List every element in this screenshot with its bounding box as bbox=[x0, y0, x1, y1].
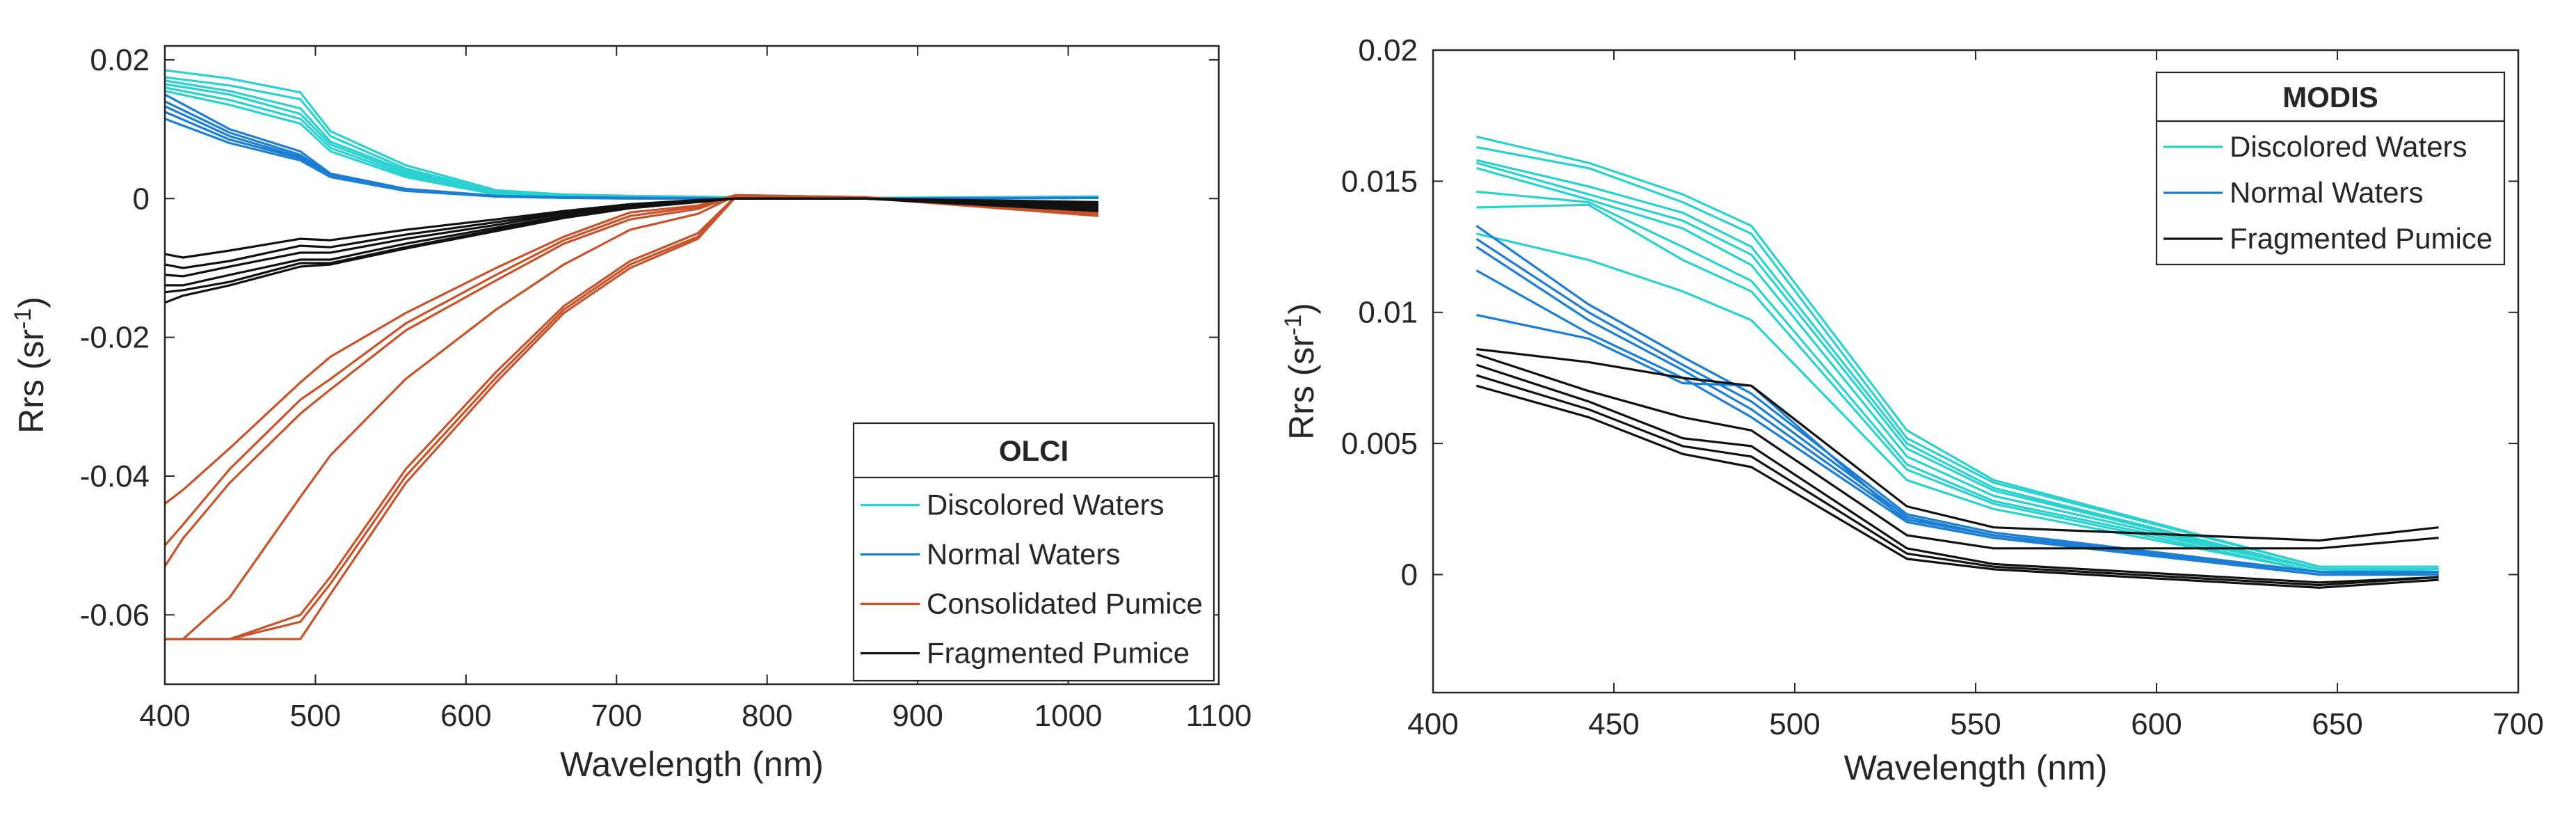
y-axis-label-sup: -1 bbox=[1280, 315, 1306, 335]
series-line-fragmented-pumice bbox=[1475, 353, 2439, 550]
y-tick-label: 0 bbox=[133, 182, 150, 216]
series-line-normal-waters bbox=[1476, 313, 2439, 576]
series-line-fragmented-pumice bbox=[1476, 347, 2439, 542]
series-line-fragmented-pumice bbox=[1475, 384, 2439, 589]
y-axis-label-close: ) bbox=[1282, 303, 1321, 315]
y-tick-label: 0 bbox=[1401, 558, 1418, 592]
series-line-fragmented-pumice bbox=[1475, 363, 2439, 584]
y-axis-label-main: Rrs (sr bbox=[1282, 335, 1321, 440]
x-tick-label: 600 bbox=[2131, 707, 2182, 741]
x-tick-label: 500 bbox=[1769, 707, 1820, 741]
y-tick-label: 0.02 bbox=[90, 43, 150, 77]
chart-panel-modis: 400 450 500 550 600 650 700 0.02 0.015 0.01 0.005 0… bbox=[1280, 33, 2544, 787]
y-axis-label: Rrs (sr-1) bbox=[10, 297, 51, 434]
y-axis-label-main: Rrs (sr bbox=[12, 329, 51, 434]
legend-label-consolidated-pumice: Consolidated Pumice bbox=[927, 587, 1203, 620]
x-tick-label: 450 bbox=[1588, 707, 1639, 741]
x-tick-label: 650 bbox=[2312, 707, 2362, 741]
x-tick-label: 550 bbox=[1950, 707, 2001, 741]
chart-panel-olci: 400 500 600 700 800 900 1000 1100 0.02 0 -0.02 -0.0… bbox=[10, 43, 1251, 784]
x-tick-label: 1100 bbox=[1186, 699, 1252, 733]
legend-label-normal-waters: Normal Waters bbox=[927, 538, 1120, 571]
legend-label-discolored-waters: Discolored Waters bbox=[927, 489, 1165, 521]
x-tick-label: 700 bbox=[591, 699, 642, 733]
axes-box bbox=[163, 45, 1220, 686]
legend-label-fragmented-pumice: Fragmented Pumice bbox=[927, 637, 1190, 670]
x-axis-label: Wavelength (nm) bbox=[560, 745, 824, 784]
x-tick-label: 500 bbox=[290, 699, 341, 733]
x-tick-label: 1000 bbox=[1034, 699, 1103, 733]
legend-title: OLCI bbox=[999, 434, 1069, 467]
x-tick-label: 800 bbox=[742, 699, 792, 733]
series-line-consolidated-pumice bbox=[165, 196, 1098, 640]
legend-box bbox=[852, 422, 1215, 682]
legend: MODIS Discolored Waters Normal Waters Fragm… bbox=[2155, 71, 2506, 266]
legend-box bbox=[2155, 71, 2506, 266]
y-tick-label: 0.005 bbox=[1341, 427, 1418, 461]
series-line-discolored-waters bbox=[1476, 190, 2439, 574]
legend-label-discolored-waters: Discolored Waters bbox=[2230, 130, 2467, 163]
series-line-fragmented-pumice bbox=[1475, 374, 2439, 587]
x-tick-label: 700 bbox=[2493, 707, 2543, 741]
y-tick-label: 0.01 bbox=[1358, 296, 1418, 330]
legend-title: MODIS bbox=[2282, 81, 2378, 113]
y-tick-label: 0.015 bbox=[1341, 164, 1418, 198]
y-axis-label-close: ) bbox=[12, 297, 51, 308]
y-tick-label: -0.02 bbox=[80, 321, 150, 355]
x-tick-label: 400 bbox=[1407, 707, 1458, 741]
series-line-normal-waters bbox=[1475, 237, 2439, 576]
y-tick-label: -0.04 bbox=[80, 459, 150, 494]
series-group bbox=[165, 69, 1099, 640]
legend: OLCI Discolored Waters Normal Waters Consol… bbox=[852, 422, 1215, 682]
x-tick-label: 400 bbox=[139, 699, 190, 733]
x-tick-label: 900 bbox=[892, 699, 943, 733]
y-axis-label-sup: -1 bbox=[10, 308, 36, 329]
x-axis-label: Wavelength (nm) bbox=[1844, 748, 2108, 787]
y-axis-label: Rrs (sr-1) bbox=[1280, 303, 1321, 440]
y-tick-label: -0.06 bbox=[80, 598, 150, 632]
series-line-discolored-waters bbox=[1476, 145, 2439, 568]
series-line-fragmented-pumice bbox=[165, 197, 1098, 304]
x-tick-label: 600 bbox=[440, 699, 491, 733]
series-line-discolored-waters bbox=[1476, 232, 2439, 574]
legend-label-normal-waters: Normal Waters bbox=[2230, 176, 2423, 209]
series-group bbox=[1475, 135, 2439, 589]
legend-label-fragmented-pumice: Fragmented Pumice bbox=[2230, 222, 2493, 255]
y-tick-label: 0.02 bbox=[1358, 33, 1418, 68]
